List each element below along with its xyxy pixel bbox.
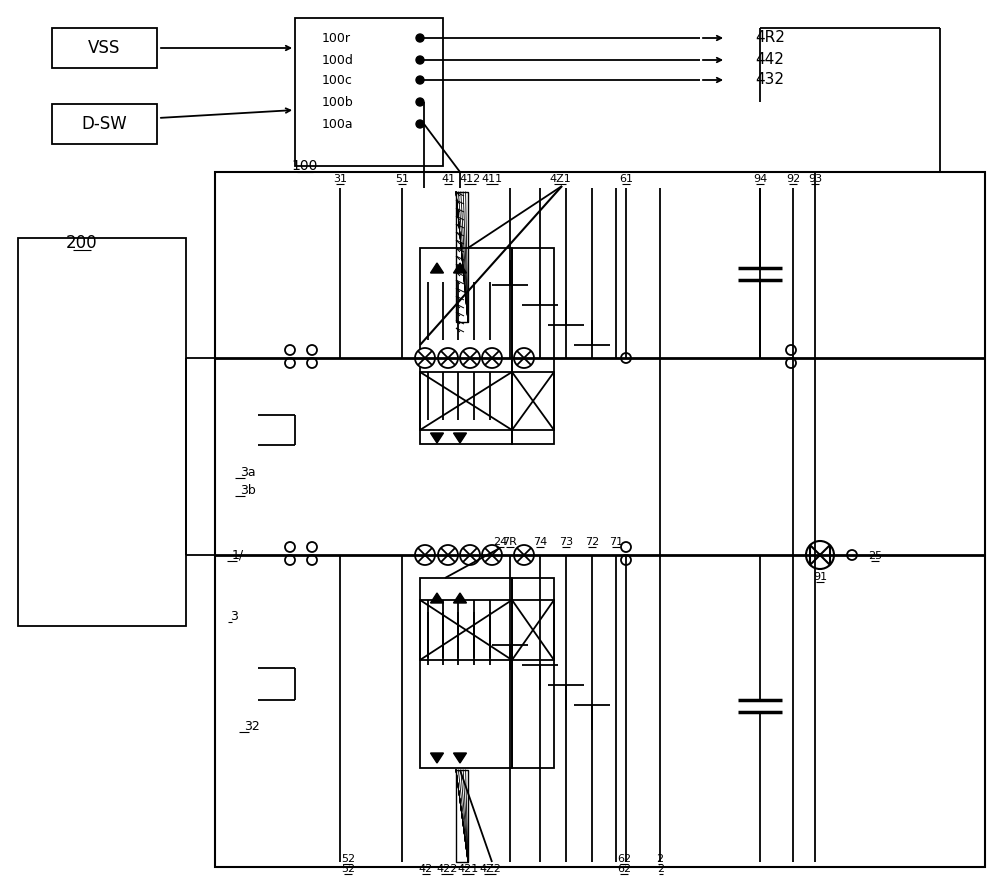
Polygon shape bbox=[454, 263, 467, 273]
Text: 1/: 1/ bbox=[232, 549, 244, 562]
Text: 92: 92 bbox=[786, 174, 800, 184]
Bar bbox=[456, 192, 468, 322]
Text: 421: 421 bbox=[457, 864, 479, 874]
Text: 94: 94 bbox=[753, 174, 767, 184]
Text: 3: 3 bbox=[230, 610, 238, 623]
Polygon shape bbox=[431, 433, 444, 443]
Text: 7R: 7R bbox=[503, 537, 517, 547]
Text: 31: 31 bbox=[333, 174, 347, 184]
Circle shape bbox=[416, 98, 424, 106]
Text: 4Z2: 4Z2 bbox=[479, 864, 501, 874]
Text: 93: 93 bbox=[808, 174, 822, 184]
Text: 52: 52 bbox=[341, 854, 355, 864]
Text: 442: 442 bbox=[755, 53, 784, 68]
Text: 25: 25 bbox=[868, 551, 882, 561]
Bar bbox=[52, 28, 157, 68]
Circle shape bbox=[415, 348, 435, 368]
Bar bbox=[18, 238, 186, 626]
Circle shape bbox=[460, 348, 480, 368]
Bar bbox=[215, 172, 985, 867]
Text: 74: 74 bbox=[533, 537, 547, 547]
Text: 200: 200 bbox=[66, 234, 98, 252]
Text: 52: 52 bbox=[341, 864, 355, 874]
Polygon shape bbox=[454, 593, 467, 603]
Bar bbox=[295, 18, 443, 166]
Circle shape bbox=[806, 541, 834, 569]
Text: 73: 73 bbox=[559, 537, 573, 547]
Bar bbox=[512, 372, 554, 430]
Circle shape bbox=[415, 545, 435, 565]
Circle shape bbox=[438, 545, 458, 565]
Text: 71: 71 bbox=[609, 537, 623, 547]
Polygon shape bbox=[431, 263, 444, 273]
Text: 72: 72 bbox=[585, 537, 599, 547]
Text: 61: 61 bbox=[619, 174, 633, 184]
Polygon shape bbox=[810, 545, 830, 565]
Text: 100b: 100b bbox=[322, 95, 354, 109]
Text: 2: 2 bbox=[656, 854, 664, 864]
Bar bbox=[420, 248, 512, 444]
Bar bbox=[420, 578, 512, 768]
Text: 100d: 100d bbox=[322, 53, 354, 67]
Circle shape bbox=[438, 348, 458, 368]
Bar bbox=[512, 600, 554, 660]
Circle shape bbox=[460, 545, 480, 565]
Circle shape bbox=[416, 56, 424, 64]
Text: 62: 62 bbox=[617, 864, 631, 874]
Polygon shape bbox=[431, 753, 444, 763]
Text: 4R2: 4R2 bbox=[755, 30, 785, 45]
Text: 3a: 3a bbox=[240, 466, 256, 479]
Polygon shape bbox=[454, 753, 467, 763]
Text: VSS: VSS bbox=[88, 39, 120, 57]
Text: 4Z1: 4Z1 bbox=[549, 174, 571, 184]
Text: 32: 32 bbox=[244, 720, 260, 733]
Text: 91: 91 bbox=[813, 572, 827, 582]
Text: 62: 62 bbox=[617, 854, 631, 864]
Text: 100: 100 bbox=[292, 159, 318, 173]
Bar bbox=[420, 600, 512, 660]
Circle shape bbox=[514, 348, 534, 368]
Text: 24: 24 bbox=[493, 537, 507, 547]
Text: 100a: 100a bbox=[322, 117, 354, 131]
Bar bbox=[512, 578, 554, 768]
Circle shape bbox=[482, 348, 502, 368]
Circle shape bbox=[482, 545, 502, 565]
Polygon shape bbox=[454, 433, 467, 443]
Text: 100r: 100r bbox=[322, 31, 351, 44]
Bar bbox=[456, 770, 468, 862]
Text: D-SW: D-SW bbox=[81, 115, 127, 133]
Text: 411: 411 bbox=[481, 174, 503, 184]
Circle shape bbox=[416, 34, 424, 42]
Bar bbox=[52, 104, 157, 144]
Bar bbox=[420, 372, 512, 430]
Circle shape bbox=[416, 76, 424, 84]
Text: 42: 42 bbox=[419, 864, 433, 874]
Polygon shape bbox=[431, 593, 444, 603]
Text: 2: 2 bbox=[657, 864, 665, 874]
Text: 432: 432 bbox=[755, 72, 784, 87]
Bar bbox=[512, 248, 554, 444]
Text: 100c: 100c bbox=[322, 74, 353, 86]
Text: 3b: 3b bbox=[240, 484, 256, 497]
Text: 422: 422 bbox=[436, 864, 458, 874]
Text: 412: 412 bbox=[459, 174, 481, 184]
Text: 41: 41 bbox=[441, 174, 455, 184]
Circle shape bbox=[416, 120, 424, 128]
Circle shape bbox=[514, 545, 534, 565]
Text: 51: 51 bbox=[395, 174, 409, 184]
